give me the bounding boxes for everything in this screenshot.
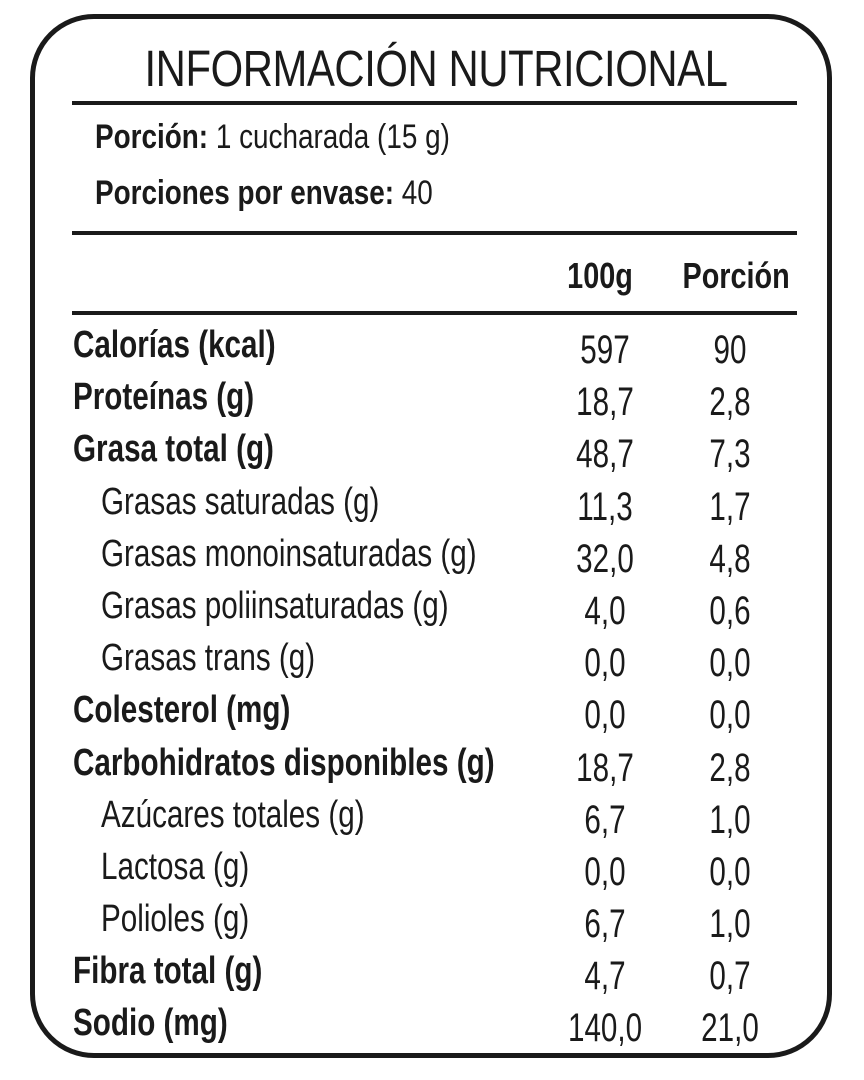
nutrient-row: Grasas poliinsaturadas (g) 4,0 0,6 xyxy=(35,580,837,633)
nutrient-value-portion: 90 xyxy=(713,328,747,372)
nutrient-name: Sodio (mg) xyxy=(73,1002,228,1045)
nutrient-value-portion: 1,7 xyxy=(709,484,751,529)
nutrient-name: Azúcares totales (g) xyxy=(101,793,365,836)
label-title: INFORMACIÓN NUTRICIONAL xyxy=(144,40,728,97)
header-divider xyxy=(72,311,797,315)
nutrient-value-portion: 7,3 xyxy=(709,432,751,477)
nutrient-value-100g: 18,7 xyxy=(576,380,634,425)
nutrient-row: Grasas trans (g) 0,0 0,0 xyxy=(35,632,837,686)
nutrient-value-portion: 0,6 xyxy=(709,588,751,633)
nutrient-value-portion: 2,8 xyxy=(709,380,751,425)
nutrient-row: Polioles (g) 6,7 1,0 xyxy=(35,893,837,947)
nutrient-value-100g: 32,0 xyxy=(576,536,634,581)
nutrient-value-portion: 0,0 xyxy=(709,693,751,738)
nutrient-value-portion: 0,7 xyxy=(709,954,751,999)
nutrient-value-portion: 1,0 xyxy=(709,902,751,947)
nutrient-row: Lactosa (g) 0,0 0,0 xyxy=(35,841,837,894)
nutrient-name: Proteínas (g) xyxy=(73,376,255,419)
nutrient-value-portion: 1,0 xyxy=(709,797,751,842)
nutrient-row: Grasas saturadas (g) 11,3 1,7 xyxy=(35,476,837,529)
nutrient-name: Colesterol (mg) xyxy=(73,689,291,732)
nutrient-value-portion: 4,8 xyxy=(709,536,751,581)
nutrient-value-100g: 0,0 xyxy=(584,849,626,894)
nutrient-value-100g: 48,7 xyxy=(576,432,634,477)
nutrient-value-portion: 0,0 xyxy=(709,641,751,686)
nutrient-value-100g: 597 xyxy=(580,328,630,372)
portions-per-pack-line: Porciones por envase: 40 xyxy=(95,173,433,213)
column-header-portion: Porción xyxy=(682,255,790,296)
nutrient-row: Grasa total (g) 48,7 7,3 xyxy=(35,423,837,477)
nutrient-row: Carbohidratos disponibles (g) 18,7 2,8 xyxy=(35,737,837,790)
nutrient-value-100g: 6,7 xyxy=(584,902,626,947)
nutrient-name: Calorías (kcal) xyxy=(73,324,276,366)
nutrition-label: INFORMACIÓN NUTRICIONAL Porción: 1 cucha… xyxy=(30,14,832,1058)
portion-label: Porción: xyxy=(95,118,209,156)
nutrient-row: Fibra total (g) 4,7 0,7 xyxy=(35,945,837,999)
nutrient-name: Grasa total (g) xyxy=(73,428,274,471)
nutrient-name: Grasas trans (g) xyxy=(101,637,316,680)
nutrient-name: Grasas saturadas (g) xyxy=(101,480,380,523)
nutrient-name: Polioles (g) xyxy=(101,898,250,941)
nutrient-row: Colesterol (mg) 0,0 0,0 xyxy=(35,684,837,738)
nutrient-row: Sodio (mg) 140,0 21,0 xyxy=(35,997,837,1051)
nutrient-value-100g: 18,7 xyxy=(576,745,634,790)
nutrient-name: Lactosa (g) xyxy=(101,845,250,888)
nutrient-value-100g: 0,0 xyxy=(584,641,626,686)
nutrient-value-portion: 0,0 xyxy=(709,849,751,894)
nutrient-row: Calorías (kcal) 597 90 xyxy=(35,319,837,372)
nutrient-name: Grasas monoinsaturadas (g) xyxy=(101,532,477,575)
nutrient-name: Carbohidratos disponibles (g) xyxy=(73,741,495,784)
portions-per-pack-label: Porciones por envase: xyxy=(95,174,395,212)
nutrient-value-portion: 21,0 xyxy=(701,1006,759,1051)
nutrient-row: Proteínas (g) 18,7 2,8 xyxy=(35,371,837,425)
nutrient-value-100g: 4,7 xyxy=(584,954,626,999)
nutrient-row: Azúcares totales (g) 6,7 1,0 xyxy=(35,789,837,842)
portion-line: Porción: 1 cucharada (15 g) xyxy=(95,117,450,157)
portions-per-pack-value: 40 xyxy=(401,174,433,212)
nutrient-value-100g: 11,3 xyxy=(577,484,633,529)
column-header-100g: 100g xyxy=(567,255,633,296)
serving-divider xyxy=(72,231,797,235)
portion-value: 1 cucharada (15 g) xyxy=(215,118,450,156)
nutrient-value-100g: 0,0 xyxy=(584,693,626,738)
nutrient-value-100g: 6,7 xyxy=(584,797,626,842)
nutrient-value-portion: 2,8 xyxy=(709,745,751,790)
title-divider xyxy=(72,101,797,105)
nutrient-row: Grasas monoinsaturadas (g) 32,0 4,8 xyxy=(35,528,837,581)
nutrient-value-100g: 140,0 xyxy=(568,1006,643,1051)
nutrient-name: Fibra total (g) xyxy=(73,950,263,993)
nutrient-value-100g: 4,0 xyxy=(584,588,626,633)
nutrient-table: Calorías (kcal) 597 90 Proteínas (g) 18,7 2,8… xyxy=(35,319,837,1050)
nutrient-name: Grasas poliinsaturadas (g) xyxy=(101,584,449,627)
